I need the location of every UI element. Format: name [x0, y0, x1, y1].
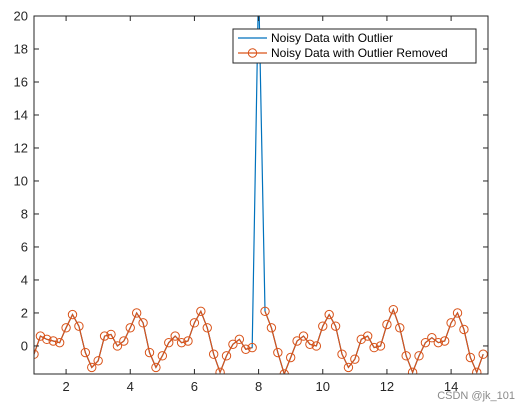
data-point	[401, 351, 411, 361]
y-tick-label: 10	[14, 173, 28, 188]
x-tick-label: 12	[380, 379, 394, 394]
data-point	[208, 349, 219, 359]
y-tick-label: 16	[14, 74, 28, 89]
data-point	[183, 336, 193, 346]
legend-label: Noisy Data with Outlier	[271, 31, 393, 45]
data-point	[74, 321, 84, 331]
data-point	[87, 362, 97, 373]
data-point	[131, 308, 142, 318]
y-tick-label: 20	[14, 9, 28, 24]
data-point	[67, 309, 78, 320]
data-point	[350, 354, 360, 364]
data-point	[202, 323, 212, 333]
legend-label: Noisy Data with Outlier Removed	[271, 46, 448, 60]
y-tick-label: 4	[21, 272, 28, 287]
series-line-2	[34, 309, 253, 374]
data-point	[170, 331, 180, 341]
data-point	[452, 308, 463, 318]
data-point	[311, 341, 322, 351]
data-point	[80, 347, 91, 358]
data-point	[324, 309, 334, 320]
data-point	[241, 344, 251, 354]
x-tick-label: 14	[444, 379, 458, 394]
data-point	[407, 367, 418, 374]
data-point	[388, 304, 399, 315]
legend-marker	[247, 48, 258, 58]
data-point	[48, 336, 58, 346]
data-point	[369, 342, 379, 353]
data-point	[446, 318, 456, 328]
data-point	[34, 349, 39, 359]
y-tick-label: 14	[14, 107, 28, 122]
data-point	[305, 339, 315, 350]
data-point	[157, 351, 168, 361]
data-point	[119, 336, 129, 346]
data-point	[472, 367, 482, 374]
x-tick-label: 6	[191, 379, 198, 394]
data-point	[465, 352, 476, 363]
series-layer	[34, 16, 488, 374]
data-point	[196, 306, 206, 317]
y-tick-label: 6	[21, 239, 28, 254]
data-point	[125, 323, 135, 333]
legend-box	[232, 28, 477, 64]
data-point	[285, 352, 296, 363]
x-tick-label: 10	[316, 379, 330, 394]
data-point	[478, 349, 488, 359]
data-point	[433, 337, 443, 348]
x-tick-label: 4	[127, 379, 134, 394]
data-point	[221, 351, 232, 361]
data-point	[382, 319, 392, 330]
data-point	[395, 323, 405, 333]
data-point	[54, 337, 65, 348]
data-point	[189, 318, 200, 328]
data-point	[330, 321, 341, 331]
data-point	[459, 324, 469, 335]
data-point	[420, 337, 431, 348]
data-point	[215, 367, 225, 374]
watermark: CSDN @jk_101	[437, 390, 515, 402]
y-tick-label: 0	[21, 338, 28, 353]
data-point	[343, 362, 354, 373]
data-point	[164, 337, 174, 348]
data-point	[247, 342, 257, 353]
data-point	[106, 329, 116, 340]
data-point	[99, 331, 110, 341]
data-point	[112, 341, 123, 351]
data-point	[93, 356, 103, 366]
y-tick-label: 18	[14, 41, 28, 56]
data-point	[228, 339, 238, 350]
axes-box	[33, 15, 489, 375]
data-point	[414, 351, 424, 361]
data-point	[273, 347, 283, 358]
data-point	[362, 331, 373, 341]
data-point	[151, 362, 161, 373]
data-point	[144, 347, 155, 358]
data-point	[318, 321, 328, 331]
data-point	[260, 306, 270, 317]
data-point	[337, 349, 347, 359]
data-point	[266, 323, 277, 333]
y-tick-label: 2	[21, 305, 28, 320]
data-point	[298, 331, 309, 341]
tick-layer: 2 4 6 8 10 12 14 0 2 4 6 8 10 12 14 16 18 20	[14, 9, 488, 394]
x-tick-label: 2	[62, 379, 69, 394]
data-point	[176, 337, 187, 348]
data-point	[292, 336, 302, 346]
y-tick-label: 12	[14, 140, 28, 155]
data-point	[375, 341, 386, 351]
data-point	[234, 334, 245, 345]
x-tick-label: 8	[255, 379, 262, 394]
data-point	[61, 323, 71, 333]
data-point	[439, 336, 450, 346]
series-line-2	[264, 308, 484, 374]
y-tick-label: 8	[21, 206, 28, 221]
data-point	[42, 334, 52, 345]
data-point	[138, 318, 148, 328]
data-point	[427, 333, 437, 343]
